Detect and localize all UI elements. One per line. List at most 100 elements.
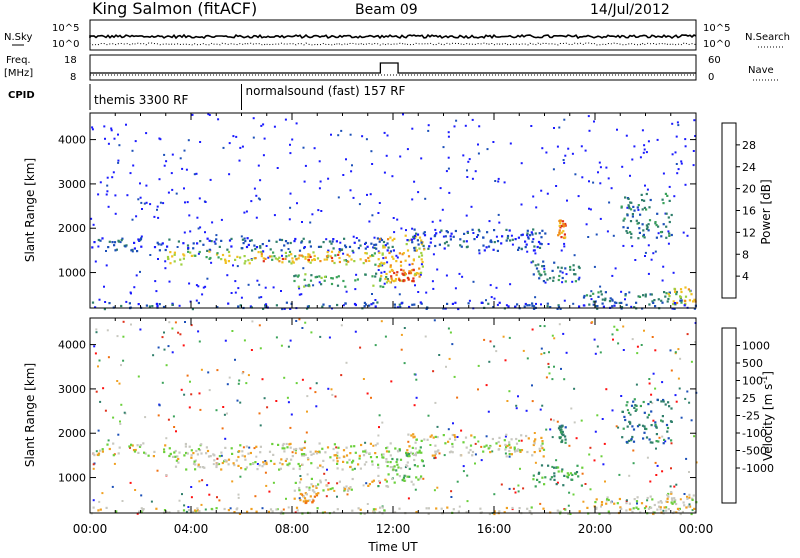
velocity-echo-11	[435, 507, 438, 510]
velocity-echo-5	[505, 446, 508, 449]
velocity-scatter-point	[617, 426, 620, 429]
velocity-scatter-point	[242, 446, 245, 449]
power-echo-6	[514, 238, 517, 241]
power-echo-0	[243, 237, 246, 240]
velocity-echo-0	[281, 447, 284, 450]
power-echo-1	[307, 255, 310, 258]
power-scatter-point	[682, 231, 685, 234]
velocity-scatter-point	[224, 437, 227, 440]
power-echo-12	[413, 303, 416, 306]
velocity-scatter-point	[255, 455, 258, 458]
velocity-scatter-point	[652, 419, 655, 422]
velocity-scatter-point	[433, 319, 436, 322]
power-echo-0	[364, 247, 367, 250]
velocity-echo-11	[105, 506, 108, 509]
velocity-scatter-point	[323, 472, 326, 475]
velocity-scatter-point	[156, 469, 159, 472]
power-echo-0	[192, 247, 195, 250]
power-echo-6	[420, 241, 423, 244]
velocity-echo-5	[451, 451, 454, 454]
velocity-echo-5	[410, 434, 413, 437]
power-scatter-point	[145, 132, 148, 135]
power-scatter-point	[468, 158, 471, 161]
velocity-scatter-point	[432, 370, 435, 373]
power-scatter-point	[607, 177, 610, 180]
velocity-scatter-point	[545, 428, 548, 431]
velocity-scatter-point	[540, 353, 543, 356]
velocity-echo-4	[387, 473, 390, 476]
power-scatter-point	[105, 193, 108, 196]
power-scatter-point	[125, 123, 127, 126]
velocity-echo-1	[307, 458, 310, 461]
power-scatter-point	[478, 125, 481, 128]
freq-tick-top: 18	[64, 55, 77, 66]
velocity-echo-6	[553, 475, 556, 478]
power-scatter-point	[497, 180, 500, 183]
velocity-echo-9	[661, 420, 664, 423]
power-echo-6	[411, 241, 414, 244]
velocity-heatmap-cells	[90, 318, 698, 516]
power-scatter-point	[104, 301, 107, 303]
velocity-scatter-point	[345, 361, 348, 364]
power-echo-5	[402, 269, 405, 272]
power-echo-6	[417, 243, 420, 246]
power-echo-4	[421, 260, 424, 264]
power-echo-11	[687, 288, 690, 291]
power-echo-0	[254, 247, 257, 251]
velocity-echo-5	[509, 446, 512, 449]
power-echo-12	[285, 301, 288, 304]
velocity-echo-11	[140, 510, 143, 513]
velocity-scatter-point	[539, 408, 542, 411]
cpid-segment-normalsound: normalsound (fast) 157 RF	[246, 84, 406, 98]
velocity-echo-5	[515, 449, 518, 452]
velocity-scatter-point	[266, 406, 269, 409]
velocity-scatter-point	[551, 378, 554, 381]
velocity-echo-11	[690, 512, 693, 516]
x-axis-label: Time UT	[367, 540, 418, 554]
velocity-colorbar-tick-label-0: 1000	[742, 340, 770, 353]
power-scatter-point	[419, 273, 422, 276]
power-echo-1	[353, 260, 356, 263]
power-echo-3	[385, 276, 388, 279]
y-tick-label-3000: 3000	[58, 178, 86, 191]
velocity-scatter-point	[95, 331, 98, 334]
power-echo-0	[220, 239, 223, 242]
power-echo-12	[376, 301, 379, 304]
power-scatter-point	[599, 285, 602, 288]
velocity-scatter-point	[688, 471, 690, 473]
velocity-scatter-point	[506, 400, 509, 402]
power-scatter-point	[94, 260, 97, 263]
power-echo-6	[429, 237, 433, 240]
power-scatter-point	[497, 213, 500, 216]
power-echo-6	[435, 232, 438, 235]
velocity-scatter-point	[353, 467, 356, 470]
velocity-scatter-point	[336, 482, 339, 485]
velocity-echo-11	[142, 508, 145, 511]
velocity-echo-0	[143, 451, 146, 454]
velocity-scatter-point	[480, 459, 483, 462]
power-echo-6	[483, 249, 486, 252]
power-scatter-point	[162, 202, 165, 205]
velocity-echo-4	[385, 458, 388, 461]
velocity-echo-4	[402, 476, 406, 479]
power-echo-0	[331, 240, 334, 243]
velocity-scatter-point	[171, 327, 174, 330]
power-echo-6	[506, 237, 509, 240]
velocity-scatter-point	[365, 482, 368, 485]
power-echo-11	[684, 300, 687, 303]
velocity-echo-5	[519, 450, 522, 453]
velocity-echo-9	[666, 430, 669, 433]
power-echo-0	[378, 240, 381, 243]
velocity-scatter-point	[163, 348, 166, 351]
power-scatter-point	[90, 217, 93, 220]
velocity-scatter-point	[649, 480, 652, 483]
velocity-echo-5	[541, 440, 544, 443]
velocity-scatter-point	[636, 352, 639, 355]
power-scatter-point	[563, 299, 566, 302]
power-echo-12	[364, 303, 368, 306]
power-echo-1	[374, 263, 377, 266]
velocity-echo-0	[218, 455, 221, 458]
velocity-echo-5	[434, 450, 437, 453]
power-echo-12	[370, 303, 373, 306]
power-scatter-point	[411, 198, 414, 201]
